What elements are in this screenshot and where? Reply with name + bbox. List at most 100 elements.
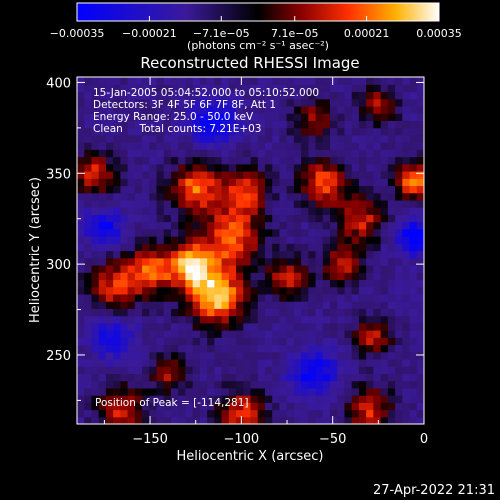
heatmap-cell bbox=[113, 351, 121, 360]
heatmap-cell bbox=[199, 308, 208, 317]
heatmap-cell bbox=[308, 264, 317, 273]
heatmap-cell bbox=[301, 105, 309, 114]
heatmap-cell bbox=[380, 163, 389, 172]
heatmap-cell bbox=[250, 243, 259, 252]
heatmap-cell bbox=[272, 156, 281, 165]
heatmap-cell bbox=[113, 149, 121, 158]
heatmap-cell bbox=[286, 91, 295, 100]
heatmap-cell bbox=[163, 366, 172, 374]
heatmap-cell bbox=[279, 366, 288, 374]
heatmap-cell bbox=[358, 395, 367, 403]
heatmap-cell bbox=[264, 207, 273, 215]
heatmap-cell bbox=[91, 221, 100, 230]
heatmap-cell bbox=[308, 207, 317, 215]
heatmap-cell bbox=[257, 272, 266, 281]
heatmap-cell bbox=[77, 207, 85, 215]
heatmap-cell bbox=[170, 98, 179, 107]
heatmap-cell bbox=[409, 113, 418, 121]
heatmap-cell bbox=[163, 344, 172, 353]
heatmap-cell bbox=[221, 149, 230, 158]
colorbar: −0.00035 −0.00021 −7.1e−05 7.1e−05 0.00021 0.… bbox=[50, 2, 462, 52]
heatmap-cell bbox=[380, 236, 389, 244]
heatmap-cell bbox=[330, 250, 338, 259]
heatmap-cell bbox=[380, 337, 389, 346]
heatmap-cell bbox=[337, 286, 346, 295]
heatmap-cell bbox=[409, 127, 418, 136]
heatmap-cell bbox=[149, 315, 158, 324]
heatmap-cell bbox=[149, 228, 158, 237]
heatmap-cell bbox=[272, 236, 281, 244]
heatmap-cell bbox=[214, 84, 223, 93]
heatmap-cell bbox=[149, 322, 158, 331]
heatmap-cell bbox=[185, 293, 194, 302]
heatmap-cell bbox=[416, 77, 424, 85]
heatmap-cell bbox=[257, 250, 266, 259]
heatmap-cell bbox=[395, 409, 403, 418]
heatmap-cell bbox=[236, 221, 244, 230]
heatmap-cell bbox=[395, 301, 403, 309]
heatmap-cell bbox=[264, 98, 273, 107]
heatmap-cell bbox=[77, 120, 85, 129]
heatmap-cell bbox=[358, 402, 367, 411]
heatmap-cell bbox=[380, 380, 389, 389]
heatmap-cell bbox=[170, 243, 179, 252]
heatmap-cell bbox=[77, 91, 85, 100]
heatmap-cell bbox=[134, 358, 143, 367]
heatmap-cell bbox=[127, 77, 136, 85]
heatmap-cell bbox=[293, 380, 302, 389]
heatmap-cell bbox=[192, 91, 201, 100]
heatmap-cell bbox=[142, 228, 150, 237]
heatmap-cell bbox=[149, 77, 158, 85]
heatmap-cell bbox=[185, 366, 194, 374]
heatmap-cell bbox=[156, 156, 165, 165]
heatmap-cell bbox=[395, 113, 403, 121]
heatmap-cell bbox=[120, 330, 129, 338]
heatmap-cell bbox=[380, 373, 389, 382]
heatmap-cell bbox=[163, 170, 172, 179]
heatmap-cell bbox=[120, 163, 129, 172]
heatmap-cell bbox=[91, 293, 100, 302]
heatmap-cell bbox=[163, 279, 172, 288]
heatmap-cell bbox=[395, 366, 403, 374]
heatmap-cell bbox=[142, 84, 150, 93]
heatmap-cell bbox=[322, 387, 331, 396]
heatmap-cell bbox=[156, 236, 165, 244]
heatmap-cell bbox=[214, 185, 223, 194]
heatmap-cell bbox=[301, 416, 309, 424]
heatmap-cell bbox=[120, 170, 129, 179]
heatmap-cell bbox=[178, 185, 187, 194]
heatmap-cell bbox=[264, 170, 273, 179]
heatmap-cell bbox=[214, 373, 223, 382]
heatmap-cell bbox=[250, 286, 259, 295]
heatmap-cell bbox=[315, 387, 324, 396]
heatmap-cell bbox=[105, 98, 114, 107]
colorbar-tick-label: −0.00021 bbox=[122, 27, 177, 40]
heatmap-cell bbox=[315, 91, 324, 100]
heatmap-cell bbox=[142, 409, 150, 418]
heatmap-cell bbox=[178, 105, 187, 114]
heatmap-cell bbox=[344, 264, 353, 273]
heatmap-cell bbox=[330, 387, 338, 396]
heatmap-cell bbox=[228, 134, 237, 143]
heatmap-cell bbox=[113, 170, 121, 179]
heatmap-cell bbox=[264, 366, 273, 374]
heatmap-cell bbox=[105, 236, 114, 244]
heatmap-cell bbox=[77, 293, 85, 302]
heatmap-cell bbox=[250, 293, 259, 302]
heatmap-cell bbox=[113, 358, 121, 367]
heatmap-cell bbox=[120, 257, 129, 266]
heatmap-cell bbox=[387, 351, 396, 360]
heatmap-cell bbox=[293, 351, 302, 360]
heatmap-cell bbox=[178, 156, 187, 165]
heatmap-cell bbox=[134, 366, 143, 374]
heatmap-cell bbox=[315, 366, 324, 374]
heatmap-cell bbox=[236, 178, 244, 187]
heatmap-cell bbox=[250, 330, 259, 338]
heatmap-cell bbox=[207, 402, 215, 411]
heatmap-cell bbox=[113, 77, 121, 85]
heatmap-cell bbox=[315, 416, 324, 424]
heatmap-cell bbox=[301, 301, 309, 309]
heatmap-cell bbox=[221, 402, 230, 411]
heatmap-cell bbox=[351, 279, 360, 288]
heatmap-cell bbox=[279, 113, 288, 121]
